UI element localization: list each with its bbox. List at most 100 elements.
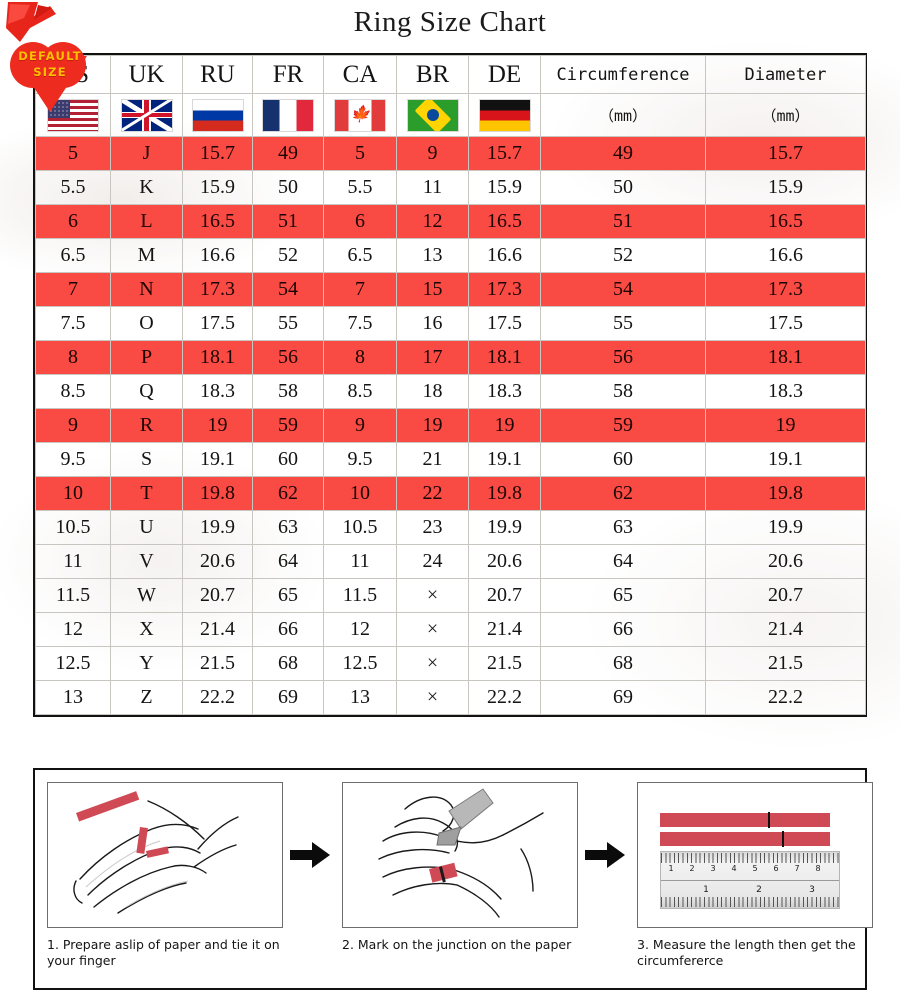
cell-ru: 17.5 (182, 306, 253, 341)
cell-de: 18.3 (468, 374, 541, 409)
table-row: 5.5 K 15.9 50 5.5 11 15.9 50 15.9 (35, 170, 866, 205)
circumference-unit: （mm） (540, 93, 706, 137)
cell-circumference: 62 (540, 476, 706, 511)
cell-ca: 8 (323, 340, 397, 375)
table-row: 10 T 19.8 62 10 22 19.8 62 19.8 (35, 476, 866, 511)
cell-diameter: 18.3 (705, 374, 866, 409)
measuring-instructions-frame: 1. Prepare aslip of paper and tie it on … (33, 768, 873, 990)
cell-ca: 7 (323, 272, 397, 307)
cell-diameter: 22.2 (705, 680, 866, 715)
cell-ca: 11 (323, 544, 397, 579)
cell-ca: 10.5 (323, 510, 397, 545)
arrow-1-icon (290, 782, 330, 928)
cell-circumference: 64 (540, 544, 706, 579)
cell-ca: 9.5 (323, 442, 397, 477)
cell-br: 23 (396, 510, 469, 545)
cell-uk: X (110, 612, 183, 647)
cell-fr: 54 (252, 272, 324, 307)
table-flag-row: 🍁 （mm） （mm） (35, 93, 866, 137)
cell-de: 22.2 (468, 680, 541, 715)
cell-ru: 16.5 (182, 204, 253, 239)
step-3-illustration: 1 2 3 4 5 6 7 8 1 2 3 (637, 782, 873, 928)
cell-br: 17 (396, 340, 469, 375)
cell-circumference: 66 (540, 612, 706, 647)
cell-uk: O (110, 306, 183, 341)
cell-br: 21 (396, 442, 469, 477)
cell-uk: Z (110, 680, 183, 715)
cell-uk: S (110, 442, 183, 477)
column-header-de: DE (468, 55, 541, 94)
table-row: 7.5 O 17.5 55 7.5 16 17.5 55 17.5 (35, 306, 866, 341)
table-row: 8.5 Q 18.3 58 8.5 18 18.3 58 18.3 (35, 374, 866, 409)
cell-de: 21.5 (468, 646, 541, 681)
cell-ru: 21.5 (182, 646, 253, 681)
cell-uk: T (110, 476, 183, 511)
cell-diameter: 19.9 (705, 510, 866, 545)
cell-diameter: 21.5 (705, 646, 866, 681)
cell-uk: R (110, 408, 183, 443)
cell-ca: 13 (323, 680, 397, 715)
ru-flag-icon (191, 98, 244, 132)
ca-flag-icon: 🍁 (334, 98, 386, 132)
cell-circumference: 69 (540, 680, 706, 715)
cell-circumference: 49 (540, 136, 706, 171)
cell-circumference: 56 (540, 340, 706, 375)
fr-flag-icon (262, 98, 314, 132)
ruler-cm-tick-label: 7 (794, 864, 800, 873)
cell-diameter: 19.8 (705, 476, 866, 511)
cell-fr: 50 (252, 170, 324, 205)
table-row: 12 X 21.4 66 12 × 21.4 66 21.4 (35, 612, 866, 647)
cell-us: 6.5 (35, 238, 111, 273)
flag-cell-fr (252, 93, 324, 137)
cell-ru: 15.9 (182, 170, 253, 205)
cell-de: 19 (468, 408, 541, 443)
cell-fr: 66 (252, 612, 324, 647)
cell-ca: 10 (323, 476, 397, 511)
cell-us: 12 (35, 612, 111, 647)
cell-uk: Y (110, 646, 183, 681)
ruler-inch-tick-label: 3 (809, 885, 815, 895)
cell-de: 19.1 (468, 442, 541, 477)
page-title: Ring Size Chart (353, 6, 547, 38)
cell-fr: 56 (252, 340, 324, 375)
column-header-uk: UK (110, 55, 183, 94)
table-row: 6 L 16.5 51 6 12 16.5 51 16.5 (35, 204, 866, 239)
cell-de: 16.5 (468, 204, 541, 239)
ruler-cm-tick-label: 6 (773, 864, 779, 873)
cell-uk: W (110, 578, 183, 613)
cell-br: 16 (396, 306, 469, 341)
column-header-circumference: Circumference (540, 55, 706, 94)
table-row: 10.5 U 19.9 63 10.5 23 19.9 63 19.9 (35, 510, 866, 545)
cell-ca: 12.5 (323, 646, 397, 681)
paper-strip-bottom (660, 831, 830, 847)
cell-br: 19 (396, 408, 469, 443)
cell-fr: 65 (252, 578, 324, 613)
cell-diameter: 15.7 (705, 136, 866, 171)
cell-br: × (396, 578, 469, 613)
cell-diameter: 17.3 (705, 272, 866, 307)
cell-br: 9 (396, 136, 469, 171)
default-size-label: DEFAULT SIZE (2, 48, 98, 80)
cell-us: 11.5 (35, 578, 111, 613)
cell-diameter: 16.6 (705, 238, 866, 273)
cell-us: 7.5 (35, 306, 111, 341)
cell-de: 21.4 (468, 612, 541, 647)
cell-diameter: 16.5 (705, 204, 866, 239)
cell-circumference: 65 (540, 578, 706, 613)
cell-fr: 68 (252, 646, 324, 681)
cell-ru: 19.8 (182, 476, 253, 511)
uk-flag-icon (120, 98, 173, 132)
cell-de: 17.5 (468, 306, 541, 341)
cell-ru: 15.7 (182, 136, 253, 171)
ring-size-table-wrapper: US UK RU FR CA BR DE Circumference Diame… (33, 53, 867, 717)
flag-cell-br (396, 93, 469, 137)
cell-circumference: 55 (540, 306, 706, 341)
cell-br: × (396, 646, 469, 681)
cell-de: 19.8 (468, 476, 541, 511)
step-1-illustration (47, 782, 283, 928)
diameter-unit: （mm） (705, 93, 866, 137)
cell-circumference: 52 (540, 238, 706, 273)
cell-ru: 19.1 (182, 442, 253, 477)
table-row: 12.5 Y 21.5 68 12.5 × 21.5 68 21.5 (35, 646, 866, 681)
cell-ru: 22.2 (182, 680, 253, 715)
